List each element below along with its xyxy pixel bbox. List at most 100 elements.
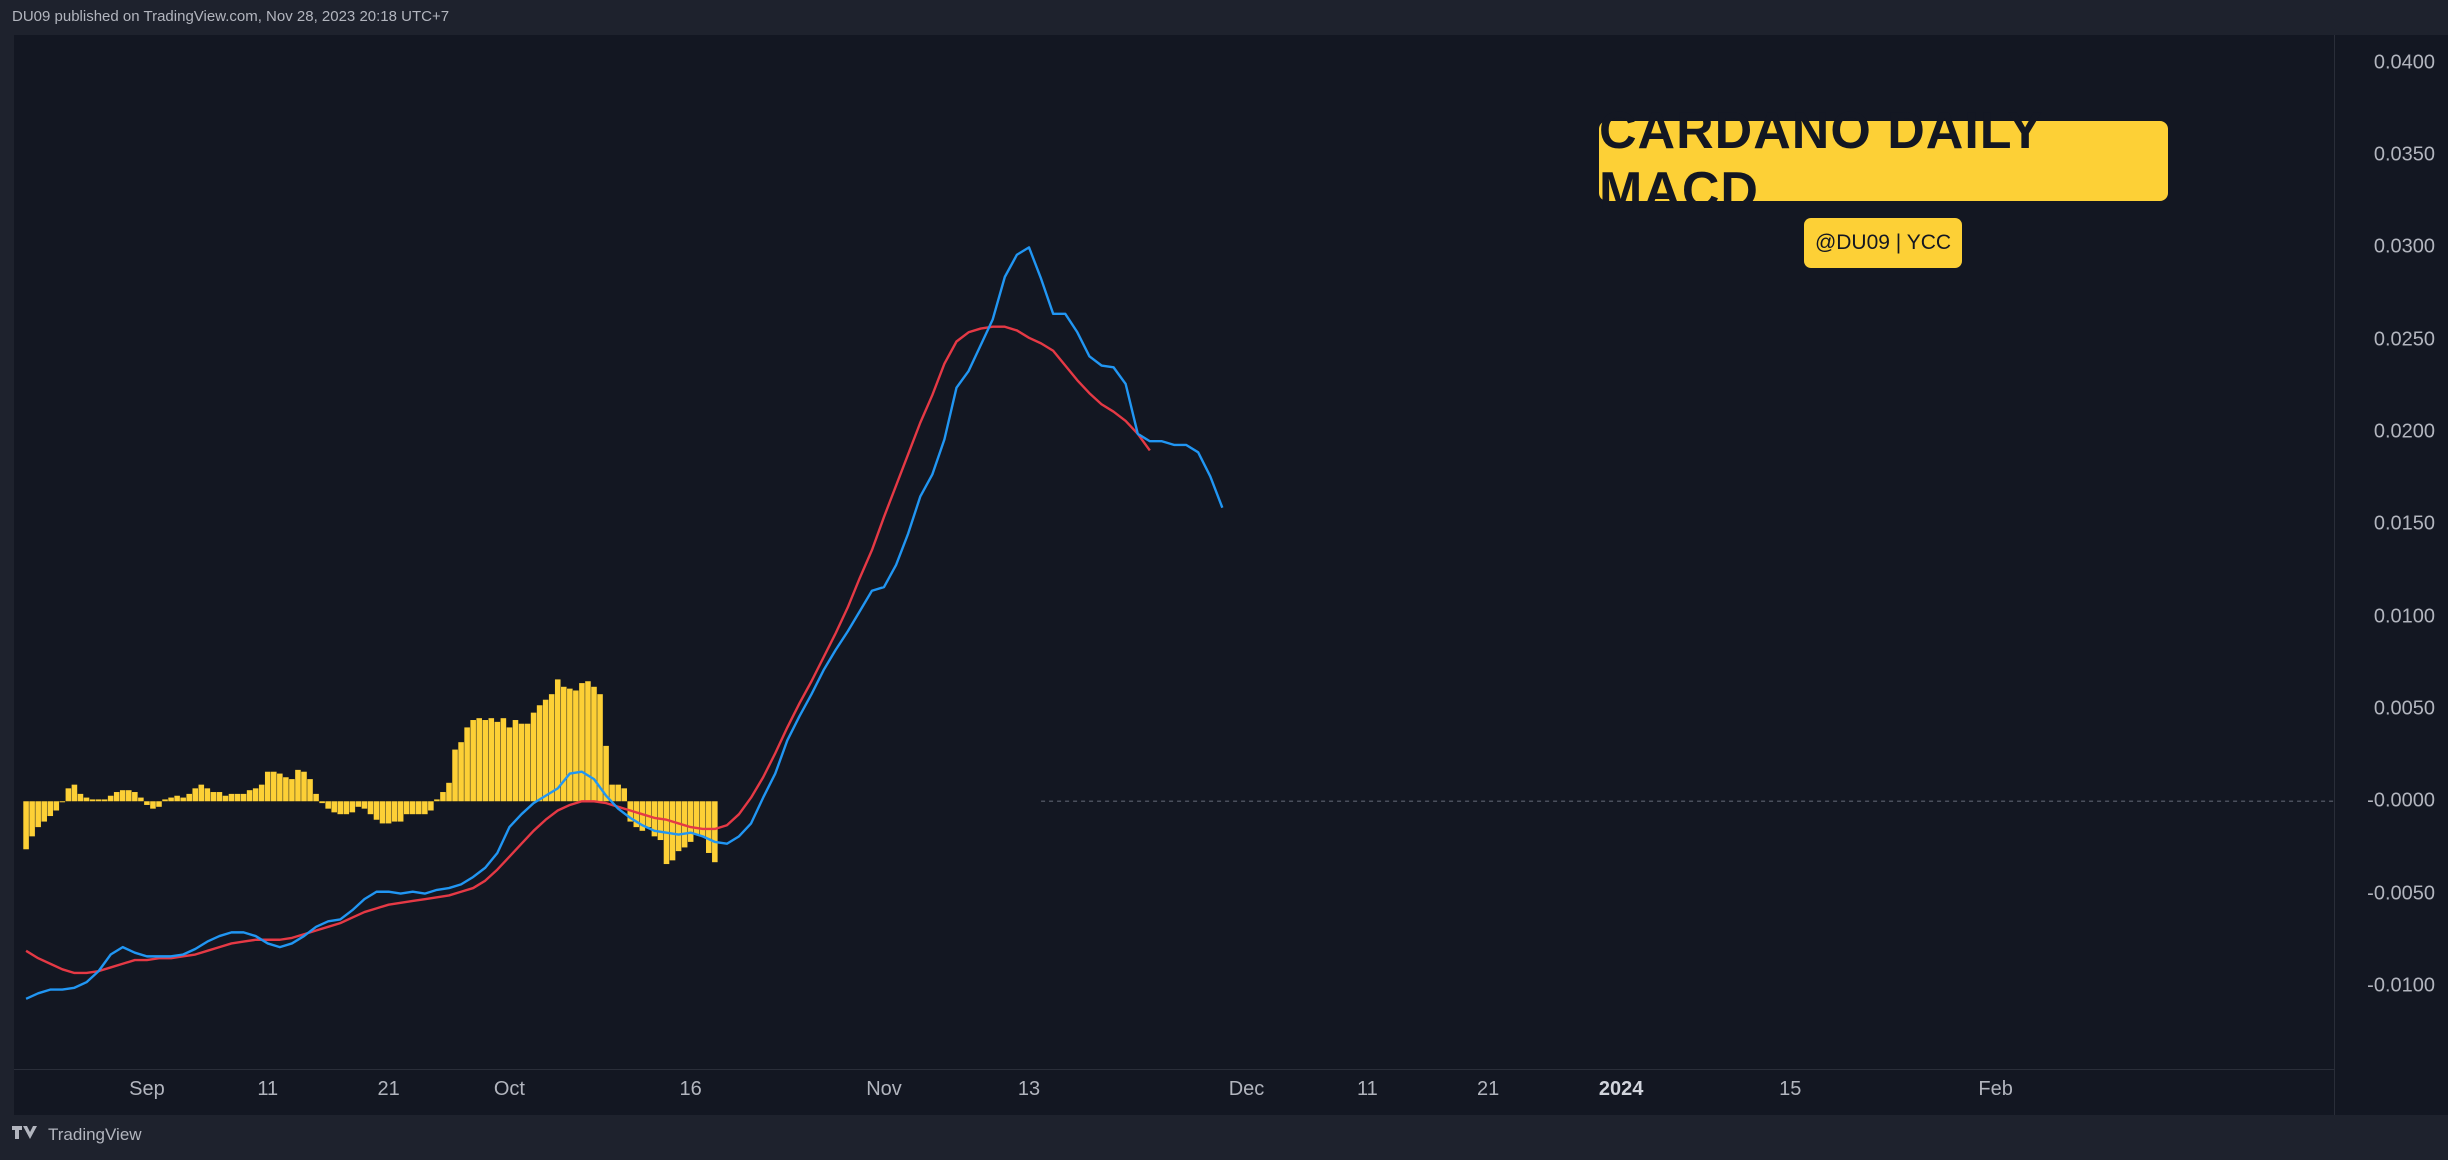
histogram-bar	[391, 801, 398, 822]
time-tick-label: Nov	[866, 1078, 902, 1100]
histogram-bar	[397, 801, 404, 822]
histogram-bar	[186, 793, 192, 802]
footer-brand-text: TradingView	[48, 1124, 142, 1144]
histogram-bar	[180, 797, 186, 802]
time-tick-label: Sep	[129, 1078, 165, 1100]
histogram-bar	[422, 801, 428, 815]
histogram-bar	[113, 792, 120, 802]
histogram-bar	[591, 686, 597, 802]
histogram-bar	[712, 801, 718, 863]
histogram-bar	[452, 749, 458, 802]
histogram-bar	[488, 718, 495, 802]
histogram-bar	[132, 792, 138, 802]
histogram-bar	[240, 793, 247, 802]
time-tick-label: 15	[1779, 1078, 1802, 1100]
histogram-bar	[192, 788, 199, 802]
histogram-bar	[222, 795, 229, 802]
histogram-bar	[675, 801, 682, 852]
histogram-bar	[198, 784, 205, 802]
histogram-bar	[277, 773, 283, 802]
histogram-bar	[355, 801, 362, 807]
histogram-bar	[585, 681, 591, 802]
histogram-bar	[252, 788, 259, 802]
time-tick-label: Feb	[1978, 1078, 2013, 1100]
histogram-bar	[657, 801, 664, 841]
histogram-bar	[29, 801, 35, 837]
macd-plot[interactable]	[14, 35, 2334, 1069]
histogram-bar	[95, 799, 102, 802]
price-tick-label: 0.0350	[2373, 143, 2435, 166]
price-tick-label: 0.0400	[2373, 51, 2435, 74]
footer-brand: TradingView	[12, 1124, 142, 1145]
price-tick-label: -0.0100	[2367, 974, 2435, 997]
price-axis[interactable]: 0.0400 0.0350 0.0300 0.0250 0.0200 0.0150 0.01…	[2334, 35, 2448, 1115]
price-tick-label: -0.0050	[2367, 882, 2435, 905]
price-tick-label: 0.0300	[2373, 235, 2435, 258]
histogram-bar	[567, 688, 573, 802]
histogram-bar	[542, 699, 549, 802]
histogram-bar	[403, 801, 410, 815]
histogram-bar	[373, 801, 380, 820]
time-tick-label: Dec	[1228, 1078, 1265, 1100]
histogram-bar	[385, 801, 392, 824]
histogram-bar	[71, 784, 78, 802]
histogram-bar	[337, 801, 344, 815]
histogram-bar	[126, 790, 132, 802]
histogram-bar	[162, 799, 168, 802]
histogram-bar	[633, 801, 640, 828]
histogram-bar	[319, 801, 325, 804]
histogram-bar	[434, 799, 440, 802]
histogram-bar	[264, 771, 271, 802]
histogram-bar	[349, 801, 356, 813]
histogram-bar	[168, 797, 174, 802]
histogram-bar	[23, 801, 29, 850]
histogram-bar	[313, 793, 319, 802]
time-axis-divider	[14, 1069, 2334, 1070]
histogram-bar	[210, 792, 217, 802]
histogram-bar	[615, 784, 621, 802]
histogram-bar	[174, 795, 180, 802]
histogram-bar	[500, 718, 507, 802]
histogram-bar	[458, 742, 464, 802]
histogram-bar	[464, 727, 470, 802]
time-tick-label: Oct	[493, 1078, 525, 1100]
histogram-bar	[343, 801, 350, 815]
time-tick-label: 11	[1356, 1078, 1378, 1100]
histogram-bar	[271, 771, 277, 802]
chart-pane[interactable]	[14, 35, 2334, 1115]
histogram-bar	[554, 679, 561, 802]
histogram-bar	[416, 801, 422, 815]
histogram-bar	[150, 801, 156, 809]
price-tick-label: 0.0200	[2373, 420, 2435, 443]
price-tick-label: 0.0050	[2373, 697, 2435, 720]
histogram-bar	[59, 801, 66, 803]
publish-header: DU09 published on TradingView.com, Nov 2…	[12, 8, 450, 25]
time-tick-label: 16	[679, 1078, 702, 1100]
histogram-bar	[518, 723, 525, 802]
histogram-bar	[234, 793, 241, 802]
histogram-bar	[482, 720, 489, 802]
histogram-bar	[367, 801, 374, 815]
price-tick-label: 0.0250	[2373, 328, 2435, 351]
histogram-bar	[579, 683, 585, 802]
histogram-bar	[216, 792, 223, 802]
histogram-bar	[446, 782, 452, 802]
histogram-bar	[325, 801, 331, 809]
histogram-bar	[101, 799, 108, 802]
histogram-bar	[83, 797, 90, 802]
histogram-bar	[258, 784, 265, 802]
histogram-bar	[506, 727, 513, 802]
histogram-bar	[494, 721, 501, 802]
histogram-bar	[699, 801, 706, 837]
histogram-bar	[53, 801, 60, 811]
histogram-bar	[603, 745, 609, 802]
histogram-bar	[561, 686, 567, 802]
histogram-bar	[301, 771, 307, 802]
histogram-bar	[536, 705, 543, 802]
time-tick-label: 21	[377, 1078, 400, 1100]
price-tick-label: 0.0100	[2373, 605, 2435, 628]
histogram-bar	[361, 801, 368, 809]
histogram-bar	[35, 801, 41, 828]
time-tick-label: 13	[1017, 1078, 1041, 1100]
histogram-bar	[47, 801, 54, 817]
